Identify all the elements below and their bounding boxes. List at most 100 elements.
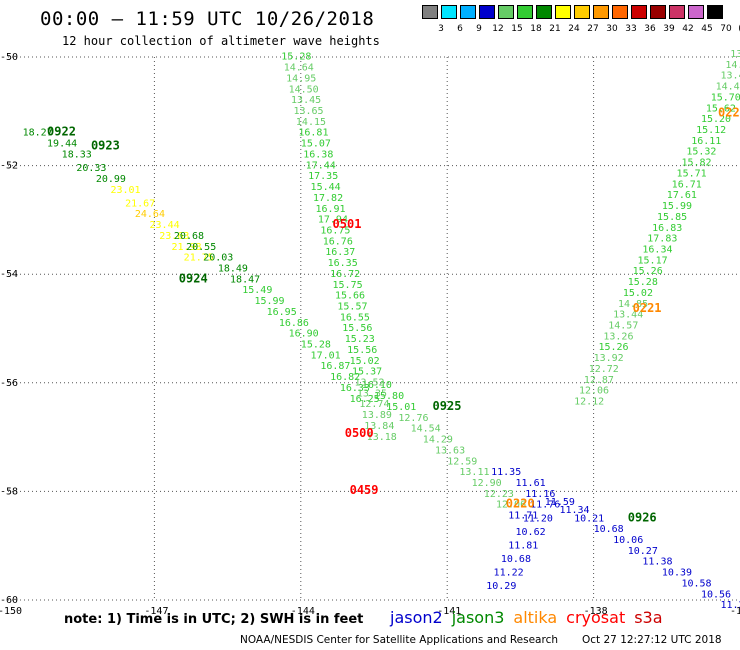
legend-s3a: s3a [634,608,663,627]
scale-swatch [669,5,685,19]
swh-value-jason3: 14.85 [618,299,648,310]
swh-value-jason3: 15.20 [701,114,731,125]
swh-value-jason2: 10.06 [613,535,643,546]
swh-value-jason3: 16.72 [330,269,360,280]
swh-value-jason3: 12.59 [447,456,477,467]
swh-value-jason3: 14.44 [716,82,740,93]
swh-value-jason2: 11.35 [491,467,521,478]
swh-value-jason3: 11.71 [508,511,538,522]
credit-text: NOAA/NESDIS Center for Satellite Applica… [240,634,558,646]
x-tick-label: -141 [437,606,461,617]
swh-value-jason3: 13.52 [354,378,384,389]
swh-value-jason2: 11.16 [525,489,555,500]
swh-value-jason3: 17.82 [313,193,343,204]
swh-value-jason3: 14.50 [289,84,319,95]
swh-value-jason3: 20.03 [203,253,233,264]
swh-value-jason3: 14.27 [725,60,740,71]
scale-label: 24 [568,24,580,34]
scale-label: 36 [644,24,656,34]
scale-label: 3 [438,24,444,34]
swh-value-jason3: 13.18 [367,432,397,443]
swh-value-jason2: 11.38 [642,557,672,568]
swh-value-jason3: 24.64 [135,209,165,220]
swh-value-jason2: 10.58 [681,578,711,589]
swh-value-jason3: 16.91 [315,204,345,215]
swh-value-jason3: 21.67 [125,198,155,209]
swh-value-jason3: 13.84 [364,421,394,432]
swh-value-jason2: 11.22 [720,600,740,611]
scale-swatch [498,5,514,19]
scale-label: 42 [682,24,694,34]
x-tick-label: -144 [291,606,315,617]
swh-value-jason2: 11.61 [516,478,546,489]
scale-swatch [612,5,628,19]
swh-value-jason3: 16.55 [340,312,370,323]
swh-value-jason3: 16.76 [323,236,353,247]
pass-label: 0923 [91,138,120,152]
swh-value-jason2: 11.22 [494,568,524,579]
swh-value-jason3: 12.06 [579,386,609,397]
pass-label: 0459 [350,483,379,497]
swh-value-jason3: 14.57 [608,321,638,332]
swh-value-jason3: 16.33 [340,383,370,394]
swh-value-jason3: 17.61 [667,190,697,201]
swh-value-jason3: 15.75 [333,280,363,291]
swh-value-jason3: 16.38 [303,149,333,160]
swh-value-jason3: 15.49 [242,285,272,296]
swh-value-jason3: 15.26 [633,266,663,277]
swh-value-jason3: 16.10 [362,380,392,391]
swh-value-jason3: 15.70 [711,92,740,103]
swh-value-jason3: 15.56 [342,323,372,334]
swh-value-jason3: 19.44 [47,139,77,150]
swh-value-jason3: 16.25 [350,394,380,405]
swh-value-jason3: 14.95 [286,73,316,84]
swh-value-jason3: 16.11 [691,136,721,147]
swh-value-jason3: 15.23 [345,334,375,345]
y-tick-label: -60 [0,595,18,606]
swh-value-jason3: 15.01 [386,402,416,413]
swh-value-jason3: 12.90 [472,478,502,489]
swh-value-jason2: 10.68 [594,524,624,535]
axis-tick-labels: -150 -147 -144 -141 -138 -135 -50 -52 -54 -56 -58 -… [0,52,740,617]
swh-value-jason3: 21.98 [171,242,201,253]
units-note: note: 1) Time is in UTC; 2) SWH is in fe… [64,612,364,627]
swh-value-jason3: 12.23 [484,489,514,500]
swh-value-jason3: 15.99 [254,296,284,307]
swh-value-jason3: 16.82 [330,372,360,383]
swh-value-jason3: 18.27 [23,128,53,139]
swh-value-jason3: 12.74 [359,399,389,410]
swh-value-jason3: 15.26 [598,342,628,353]
swh-value-jason3: 17.44 [306,160,336,171]
page-title: 00:00 – 11:59 UTC 10/26/2018 [40,8,375,30]
swh-value-jason3: 13.92 [594,353,624,364]
swh-value-jason3: 16.37 [325,247,355,258]
satellite-legend: jason2 jason3 altika cryosat s3a [390,608,672,627]
pass-label: 0221 [633,301,662,315]
scale-swatch [555,5,571,19]
pass-label: 0922 [47,125,76,139]
scale-swatch [707,5,723,19]
swh-value-jason3: 15.37 [352,367,382,378]
swh-value-jason3: 20.55 [186,242,216,253]
page-subtitle: 12 hour collection of altimeter wave hei… [62,34,380,48]
x-tick-label: -147 [144,606,168,617]
y-tick-label: -50 [0,52,18,63]
swh-value-jason3: 13.40 [720,71,740,82]
swh-value-jason3: 12.12 [574,397,604,408]
scale-swatch [574,5,590,19]
swh-value-jason3: 15.85 [657,212,687,223]
swh-value-jason3: 15.32 [686,147,716,158]
swh-value-jason3: 13.11 [459,467,489,478]
swh-value-jason3: 15.28 [628,277,658,288]
swh-value-jason3: 15.17 [638,255,668,266]
swh-value-jason3: 16.81 [298,128,328,139]
x-tick-label: -135 [730,606,740,617]
swh-value-jason3: 17.94 [318,215,348,226]
swh-value-jason3: 12.72 [589,364,619,375]
swh-value-jason3: 13.26 [603,331,633,342]
pass-label: 022 [718,106,740,120]
swh-value-jason3: 16.75 [320,225,350,236]
swh-value-jason2: 10.56 [701,589,731,600]
